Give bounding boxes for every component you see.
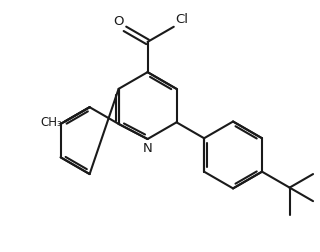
Text: N: N (143, 142, 152, 155)
Text: CH₃: CH₃ (41, 116, 62, 129)
Text: Cl: Cl (175, 13, 188, 26)
Text: O: O (113, 15, 124, 27)
